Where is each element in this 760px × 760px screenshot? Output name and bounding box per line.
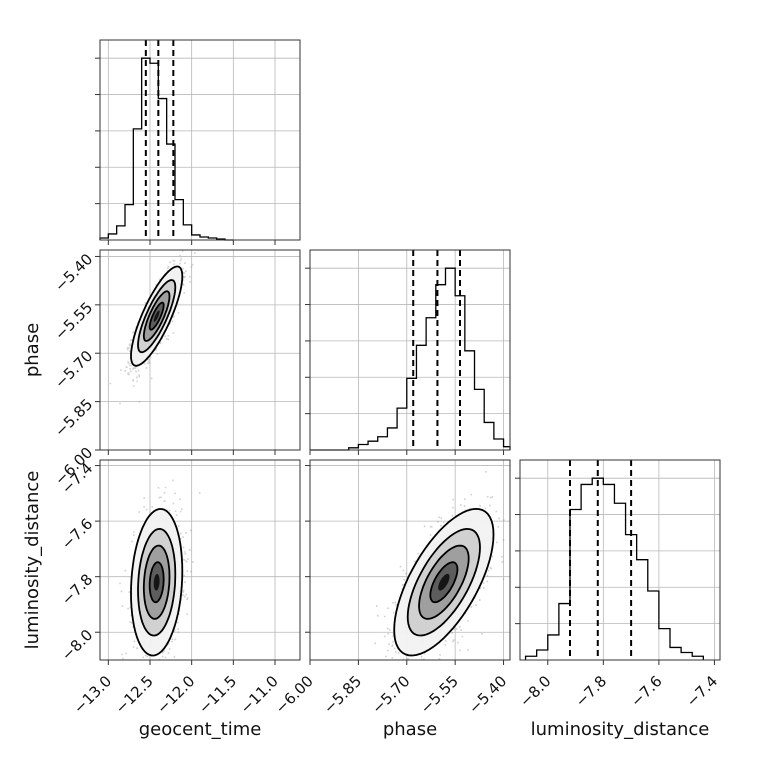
panel-geocent_time-vs-phase: [95, 249, 301, 455]
xtick-label-geocent_time: −11.0: [237, 672, 282, 717]
contour-line: [148, 561, 165, 604]
panel-phase-vs-luminosity_distance: [305, 459, 511, 665]
xlabel-geocent_time: geocent_time: [139, 719, 262, 740]
contour-line: [418, 544, 470, 620]
ylabel-phase: phase: [22, 323, 43, 377]
panel-points: [119, 479, 201, 660]
hist-frame-phase: [309, 249, 511, 451]
hist-panel-geocent_time: [95, 39, 301, 245]
ytick-label-phase: −5.70: [51, 347, 96, 392]
xtick-label-geocent_time: −13.0: [70, 672, 115, 717]
ylabel-luminosity_distance: luminosity_distance: [22, 471, 43, 650]
hist-frame-geocent_time: [99, 39, 301, 241]
panel-frame: [99, 459, 301, 661]
hist-panel-luminosity_distance: [515, 459, 721, 665]
histogram-luminosity_distance: [524, 477, 704, 660]
xlabel-phase: phase: [383, 719, 437, 740]
xtick-label-luminosity_distance: −7.6: [627, 672, 665, 710]
contour-line: [137, 527, 177, 637]
panel-frame: [99, 249, 301, 451]
hist-frame-luminosity_distance: [519, 459, 721, 661]
density-level: [438, 573, 450, 591]
panel-points: [109, 250, 196, 405]
contour-line: [393, 507, 495, 657]
ytick-label-luminosity_distance: −7.8: [58, 570, 96, 608]
xtick-label-geocent_time: −11.5: [195, 672, 240, 717]
contour-line: [142, 544, 171, 620]
xtick-label-luminosity_distance: −8.0: [516, 672, 554, 710]
panel-frame: [309, 459, 511, 661]
xtick-label-luminosity_distance: −7.8: [572, 672, 610, 710]
hist-panel-phase: [305, 249, 511, 455]
panel-geocent_time-vs-luminosity_distance: [95, 459, 301, 665]
xtick-label-phase: −6.00: [272, 672, 317, 717]
contour-line: [137, 279, 177, 354]
histogram-geocent_time: [99, 57, 234, 241]
xtick-label-phase: −5.40: [465, 672, 510, 717]
density-level: [153, 573, 160, 591]
contour-line: [142, 290, 171, 342]
xtick-label-phase: −5.85: [320, 672, 365, 717]
xtick-label-geocent_time: −12.5: [112, 672, 157, 717]
panel-points: [374, 471, 505, 660]
ytick-label-luminosity_distance: −8.0: [58, 626, 96, 664]
ytick-label-phase: −5.55: [51, 298, 96, 343]
ytick-label-phase: −5.85: [51, 395, 96, 440]
contour-line: [148, 301, 165, 331]
xtick-label-geocent_time: −12.0: [153, 672, 198, 717]
ytick-label-phase: −5.40: [51, 250, 96, 295]
contour-line: [130, 265, 184, 367]
contour-line: [429, 561, 459, 604]
histogram-phase: [310, 267, 511, 451]
contour-line: [406, 527, 481, 637]
xlabel-luminosity_distance: luminosity_distance: [531, 719, 710, 740]
contour-line: [130, 508, 184, 657]
ytick-label-luminosity_distance: −7.6: [58, 515, 96, 553]
xtick-label-phase: −5.55: [417, 672, 462, 717]
density-level: [153, 310, 160, 322]
xtick-label-phase: −5.70: [368, 672, 413, 717]
xtick-label-luminosity_distance: −7.4: [683, 672, 721, 710]
